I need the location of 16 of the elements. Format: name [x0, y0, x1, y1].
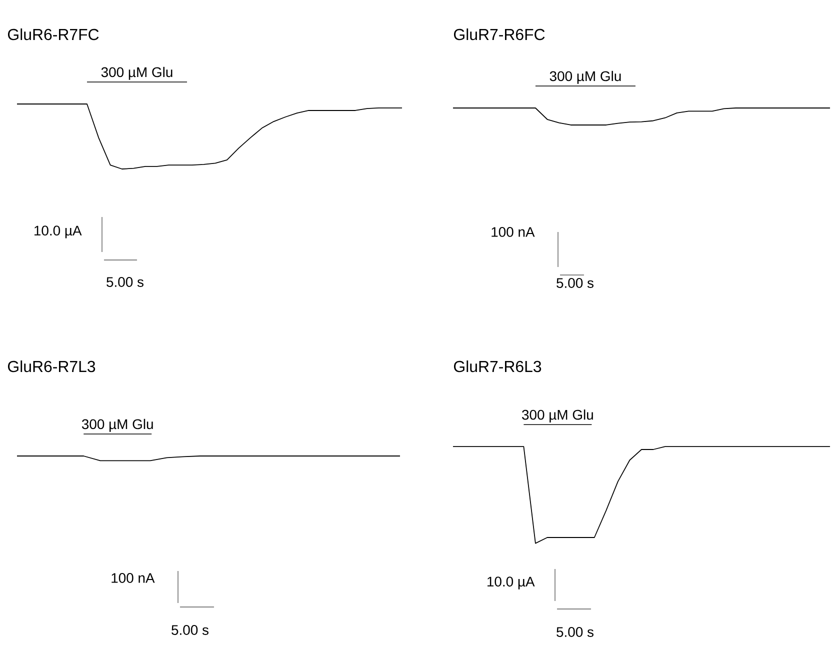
chart-title: GluR7-R6L3	[454, 360, 542, 372]
text: 5.00 s	[556, 627, 594, 637]
text: 10.0 µA	[488, 576, 535, 590]
chart-title: GluR7-R6FC	[454, 28, 545, 40]
chart-title: GluR6-R7FC	[8, 28, 99, 40]
text: 5.00 s	[106, 277, 144, 287]
text: 300 µM Glu	[550, 70, 621, 84]
text: 10.0 µA	[34, 226, 82, 238]
text: 100 nA	[492, 227, 535, 237]
text: 300 µM Glu	[82, 418, 153, 432]
text: 300 µM Glu	[522, 409, 593, 422]
text: 100 nA	[112, 573, 155, 583]
text: 5.00 s	[172, 625, 208, 635]
text: 5.00 s	[556, 278, 594, 288]
chart-title: GluR6-R7L3	[8, 360, 96, 372]
text: 300 µM Glu	[101, 66, 172, 80]
